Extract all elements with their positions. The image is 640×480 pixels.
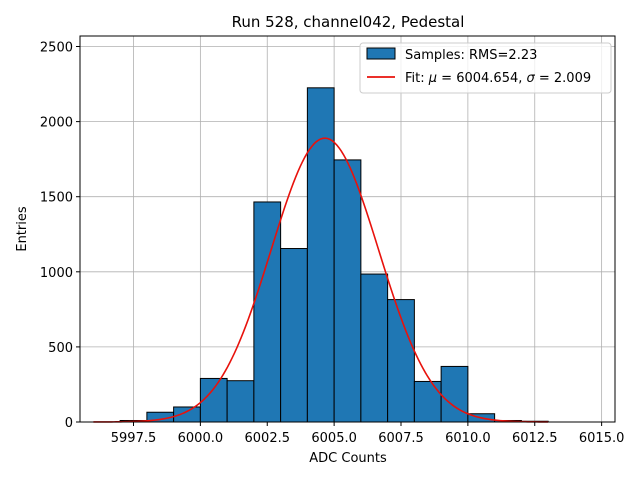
x-tick-label-2: 6002.5	[245, 431, 291, 446]
legend: Samples: RMS=2.23 Fit: μ = 6004.654, σ =…	[359, 42, 612, 94]
fit-curve	[93, 137, 549, 423]
x-tick-label-0: 5997.5	[111, 431, 157, 446]
legend-fit-mu-value: = 6004.654,	[437, 71, 526, 86]
histogram-bars	[119, 87, 549, 423]
histogram-bar-3	[199, 377, 228, 423]
fit-curve-group	[93, 137, 549, 423]
chart-title: Run 528, channel042, Pedestal	[232, 13, 465, 31]
plot-frame	[79, 35, 616, 423]
x-axis-label: ADC Counts	[309, 451, 387, 466]
y-tick-label-4: 2000	[40, 116, 73, 131]
y-tick-label-2: 1000	[40, 266, 73, 281]
legend-fit-mu-symbol: μ	[428, 71, 437, 86]
x-tick-label-5: 6010.0	[445, 431, 491, 446]
histogram-bar-2	[173, 406, 201, 423]
histogram-bar-4	[226, 380, 255, 423]
histogram-bar-9	[360, 273, 389, 423]
y-tick-label-0: 0	[65, 416, 73, 431]
x-tick-label-1: 6000.0	[178, 431, 224, 446]
x-axis-ticks: 5997.5 6000.0 6002.5 6005.0 6007.5 6010.0 6012…	[111, 422, 625, 446]
y-tick-label-3: 1500	[40, 191, 73, 206]
x-tick-label-7: 6015.0	[579, 431, 625, 446]
legend-fit-sigma-symbol: σ	[527, 71, 536, 86]
y-axis-label: Entries	[15, 206, 30, 252]
x-tick-label-6: 6012.5	[512, 431, 558, 446]
x-tick-label-4: 6007.5	[378, 431, 424, 446]
legend-fit-prefix: Fit:	[405, 71, 429, 86]
legend-samples-swatch	[366, 47, 396, 60]
legend-box	[359, 42, 612, 94]
histogram-bar-11	[413, 380, 442, 423]
histogram-bar-12	[440, 365, 469, 423]
legend-samples-label: Samples: RMS=2.23	[405, 48, 537, 63]
legend-fit-label: Fit: μ = 6004.654, σ = 2.009	[405, 71, 591, 86]
histogram-bar-7	[306, 87, 335, 423]
y-axis-ticks: 0 500 1000 1500 2000 2500	[40, 41, 80, 431]
y-tick-label-1: 500	[48, 341, 73, 356]
legend-fit-sigma-value: = 2.009	[535, 71, 591, 86]
x-tick-label-3: 6005.0	[311, 431, 357, 446]
y-tick-label-5: 2500	[40, 41, 73, 56]
histogram-bar-8	[333, 159, 362, 423]
histogram-bar-6	[280, 248, 308, 423]
